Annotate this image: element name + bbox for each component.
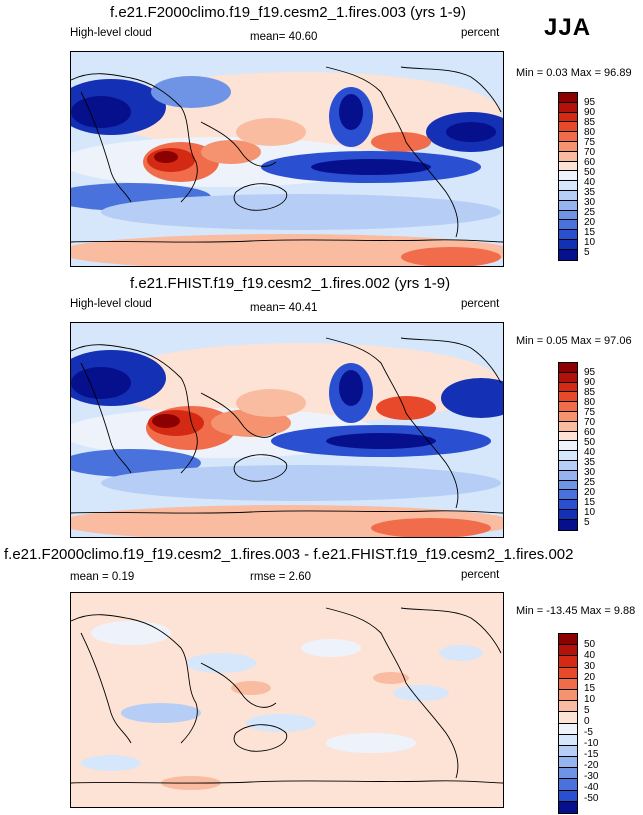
colorbar-label: 30 — [584, 197, 596, 208]
colorbar-label: 15 — [584, 683, 596, 694]
panel2-minmax: Min = 0.05 Max = 97.06 — [516, 335, 632, 347]
panel1-cloud-field — [71, 72, 503, 266]
colorbar-label: 90 — [584, 107, 596, 118]
colorbar-label: 70 — [584, 417, 596, 428]
colorbar-label: -15 — [584, 749, 599, 760]
colorbar-label: 95 — [584, 97, 596, 108]
panel3-title: f.e21.F2000climo.f19_f19.cesm2_1.fires.0… — [4, 546, 574, 563]
colorbar-label: 20 — [584, 487, 596, 498]
season-label: JJA — [544, 14, 592, 41]
panel1-minmax: Min = 0.03 Max = 96.89 — [516, 67, 632, 79]
colorbar-label: 5 — [584, 517, 590, 528]
colorbar-label: -30 — [584, 771, 599, 782]
panel1-units-label: percent — [461, 27, 500, 39]
panel2-variable-label: High-level cloud — [70, 298, 152, 310]
panel1-variable-label: High-level cloud — [70, 27, 152, 39]
panel3-difference-field — [81, 621, 483, 790]
colorbar-label: 60 — [584, 427, 596, 438]
colorbar-label: 15 — [584, 227, 596, 238]
panel3-mean-label: mean = 0.19 — [70, 571, 135, 583]
colorbar-label: 50 — [584, 639, 596, 650]
colorbar-label: 40 — [584, 650, 596, 661]
colorbar-label: 5 — [584, 705, 590, 716]
colorbar-label: 50 — [584, 437, 596, 448]
colorbar-label: 85 — [584, 387, 596, 398]
panel3-units-label: percent — [461, 569, 500, 581]
panel2-mean-label: mean= 40.41 — [250, 302, 318, 314]
colorbar-label: 20 — [584, 217, 596, 228]
colorbar-label: 35 — [584, 457, 596, 468]
colorbar-label: 85 — [584, 117, 596, 128]
colorbar-label: 50 — [584, 167, 596, 178]
colorbar-label: 30 — [584, 661, 596, 672]
colorbar-label: 90 — [584, 377, 596, 388]
colorbar-label: 15 — [584, 497, 596, 508]
colorbar-label: -50 — [584, 793, 599, 804]
colorbar-label: 75 — [584, 407, 596, 418]
panel1-map — [70, 51, 504, 267]
colorbar-label: -5 — [584, 727, 593, 738]
colorbar-label: -20 — [584, 760, 599, 771]
colorbar-label: 70 — [584, 147, 596, 158]
colorbar-label: 95 — [584, 367, 596, 378]
colorbar-label: 75 — [584, 137, 596, 148]
colorbar-label: 25 — [584, 207, 596, 218]
panel2-units-label: percent — [461, 298, 500, 310]
panel2-map — [70, 322, 504, 538]
panel1-mean-label: mean= 40.60 — [250, 31, 318, 43]
colorbar-label: 60 — [584, 157, 596, 168]
panel2-colorbar — [558, 362, 578, 531]
panel3-coastlines — [71, 607, 503, 784]
colorbar-label: 80 — [584, 397, 596, 408]
panel3-map — [70, 592, 504, 808]
panel1-title: f.e21.F2000climo.f19_f19.cesm2_1.fires.0… — [110, 4, 467, 21]
panel1-colorbar — [558, 92, 578, 261]
colorbar-label: 10 — [584, 237, 596, 248]
panel3-colorbar — [558, 633, 578, 814]
panel3-minmax: Min = -13.45 Max = 9.88 — [516, 605, 636, 617]
panel3-rmse-label: rmse = 2.60 — [250, 571, 312, 583]
colorbar-label: 80 — [584, 127, 596, 138]
colorbar-label: 20 — [584, 672, 596, 683]
panel2-coastlines — [71, 337, 503, 514]
colorbar-label: 35 — [584, 187, 596, 198]
colorbar-label: 25 — [584, 477, 596, 488]
colorbar-label: 10 — [584, 694, 596, 705]
colorbar-label: 30 — [584, 467, 596, 478]
colorbar-label: -10 — [584, 738, 599, 749]
colorbar-label: -40 — [584, 782, 599, 793]
panel2-title: f.e21.FHIST.f19_f19.cesm2_1.fires.002 (y… — [130, 275, 451, 292]
colorbar-label: 5 — [584, 247, 590, 258]
panel2-cloud-field — [71, 343, 503, 537]
colorbar-label: 40 — [584, 447, 596, 458]
colorbar-label: 40 — [584, 177, 596, 188]
colorbar-label: 10 — [584, 507, 596, 518]
panel1-coastlines — [71, 66, 503, 243]
colorbar-label: 0 — [584, 716, 590, 727]
